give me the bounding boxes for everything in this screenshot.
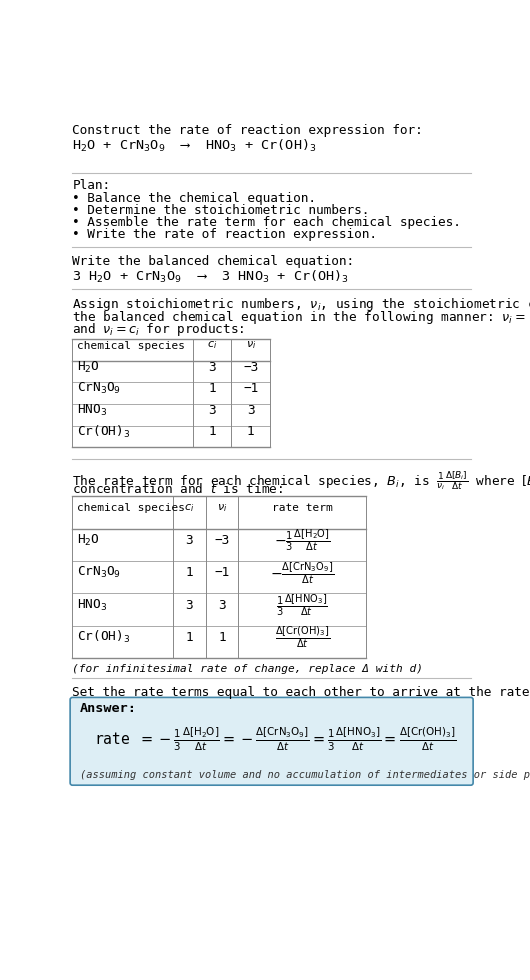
Text: $\nu_i$: $\nu_i$	[245, 340, 256, 352]
Text: concentration and $t$ is time:: concentration and $t$ is time:	[73, 482, 284, 496]
Text: the balanced chemical equation in the following manner: $\nu_i = -c_i$ for react: the balanced chemical equation in the fo…	[73, 309, 530, 325]
Text: −3: −3	[215, 534, 229, 547]
Text: Cr(OH)$_3$: Cr(OH)$_3$	[77, 629, 130, 646]
Text: and $\nu_i = c_i$ for products:: and $\nu_i = c_i$ for products:	[73, 320, 245, 338]
Text: −3: −3	[243, 361, 258, 373]
Text: Plan:: Plan:	[73, 179, 111, 192]
Text: CrN$_3$O$_9$: CrN$_3$O$_9$	[77, 381, 121, 396]
Text: • Determine the stoichiometric numbers.: • Determine the stoichiometric numbers.	[73, 204, 370, 217]
Text: −1: −1	[215, 566, 229, 579]
Text: 1: 1	[208, 382, 216, 395]
Text: −1: −1	[243, 382, 258, 395]
Text: chemical species: chemical species	[77, 340, 185, 351]
Text: Construct the rate of reaction expression for:: Construct the rate of reaction expressio…	[73, 123, 423, 137]
Text: 3 H$_2$O + CrN$_3$O$_9$  ⟶  3 HNO$_3$ + Cr(OH)$_3$: 3 H$_2$O + CrN$_3$O$_9$ ⟶ 3 HNO$_3$ + Cr…	[73, 269, 349, 284]
Text: Answer:: Answer:	[80, 703, 137, 715]
Text: (assuming constant volume and no accumulation of intermediates or side products): (assuming constant volume and no accumul…	[80, 770, 530, 780]
Text: 3: 3	[208, 404, 216, 416]
Text: (for infinitesimal rate of change, replace Δ with d): (for infinitesimal rate of change, repla…	[73, 664, 423, 674]
FancyBboxPatch shape	[70, 698, 473, 785]
Text: • Write the rate of reaction expression.: • Write the rate of reaction expression.	[73, 228, 377, 241]
Text: 3: 3	[247, 404, 254, 416]
Text: rate term: rate term	[272, 503, 333, 513]
Text: 3: 3	[186, 534, 193, 547]
Text: $-\frac{1}{3}\frac{\Delta[\mathrm{H_2O}]}{\Delta t}$: $-\frac{1}{3}\frac{\Delta[\mathrm{H_2O}]…	[274, 527, 330, 554]
Text: • Balance the chemical equation.: • Balance the chemical equation.	[73, 191, 316, 205]
Text: HNO$_3$: HNO$_3$	[77, 403, 107, 417]
Text: $\frac{1}{3}\frac{\Delta[\mathrm{HNO_3}]}{\Delta t}$: $\frac{1}{3}\frac{\Delta[\mathrm{HNO_3}]…	[276, 592, 328, 618]
Text: 1: 1	[247, 425, 254, 438]
Text: chemical species: chemical species	[77, 503, 185, 513]
Text: The rate term for each chemical species, $B_i$, is $\frac{1}{\nu_i}\frac{\Delta[: The rate term for each chemical species,…	[73, 468, 530, 492]
Text: 1: 1	[218, 631, 226, 644]
Text: 3: 3	[208, 361, 216, 373]
Text: Set the rate terms equal to each other to arrive at the rate expression:: Set the rate terms equal to each other t…	[73, 686, 530, 699]
Text: • Assemble the rate term for each chemical species.: • Assemble the rate term for each chemic…	[73, 217, 461, 229]
Text: $c_i$: $c_i$	[207, 340, 217, 352]
Text: HNO$_3$: HNO$_3$	[77, 598, 107, 612]
Text: $\frac{\Delta[\mathrm{Cr(OH)_3}]}{\Delta t}$: $\frac{\Delta[\mathrm{Cr(OH)_3}]}{\Delta…	[275, 624, 330, 651]
Text: 1: 1	[186, 566, 193, 579]
Text: 1: 1	[208, 425, 216, 438]
Text: H$_2$O: H$_2$O	[77, 360, 100, 374]
Text: CrN$_3$O$_9$: CrN$_3$O$_9$	[77, 565, 121, 580]
Text: $c_i$: $c_i$	[184, 502, 195, 514]
Text: Write the balanced chemical equation:: Write the balanced chemical equation:	[73, 255, 355, 268]
Text: rate $= -\frac{1}{3}\frac{\Delta[\mathrm{H_2O}]}{\Delta t} = -\frac{\Delta[\math: rate $= -\frac{1}{3}\frac{\Delta[\mathrm…	[94, 726, 456, 754]
Text: Assign stoichiometric numbers, $\nu_i$, using the stoichiometric coefficients, $: Assign stoichiometric numbers, $\nu_i$, …	[73, 296, 530, 314]
Text: 3: 3	[218, 599, 226, 612]
Text: H$_2$O: H$_2$O	[77, 533, 100, 548]
Text: Cr(OH)$_3$: Cr(OH)$_3$	[77, 423, 130, 440]
Text: 3: 3	[186, 599, 193, 612]
Text: 1: 1	[186, 631, 193, 644]
Text: $-\frac{\Delta[\mathrm{CrN_3O_9}]}{\Delta t}$: $-\frac{\Delta[\mathrm{CrN_3O_9}]}{\Delt…	[270, 560, 334, 586]
Text: H$_2$O + CrN$_3$O$_9$  ⟶  HNO$_3$ + Cr(OH)$_3$: H$_2$O + CrN$_3$O$_9$ ⟶ HNO$_3$ + Cr(OH)…	[73, 137, 317, 154]
Text: $\nu_i$: $\nu_i$	[217, 502, 227, 514]
